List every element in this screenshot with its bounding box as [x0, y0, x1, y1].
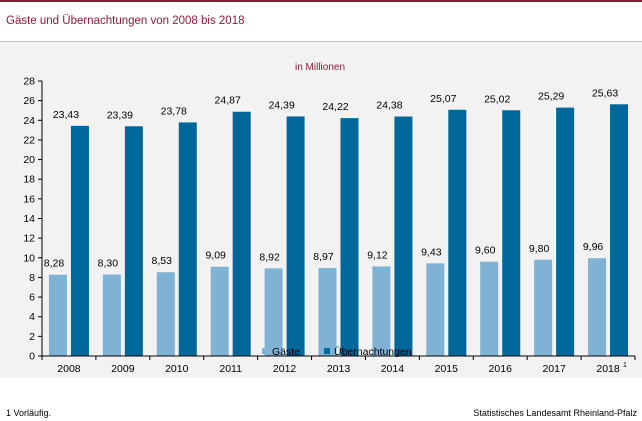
bar-uebernachtungen: [70, 125, 89, 356]
value-label-uebernachtungen: 24,87: [215, 95, 241, 107]
value-label-gaeste: 8,28: [44, 258, 65, 270]
bar-gaeste: [102, 274, 121, 356]
y-tick-label: 12: [23, 233, 35, 245]
bar-uebernachtungen: [556, 107, 575, 356]
bar-uebernachtungen: [502, 110, 521, 357]
y-tick-label: 4: [29, 311, 35, 323]
legend: Gäste Übernachtungen: [262, 346, 412, 358]
legend-item-uebernachtungen-swatch: [324, 348, 330, 354]
x-tick-superscript: 1: [623, 362, 627, 369]
legend-item-gaeste-swatch: [262, 348, 268, 354]
x-tick-label: 2008: [57, 363, 81, 375]
bar-uebernachtungen: [124, 126, 143, 356]
y-tick-label: 16: [23, 193, 35, 205]
value-label-uebernachtungen: 24,22: [322, 101, 348, 113]
value-label-uebernachtungen: 25,02: [484, 93, 510, 105]
y-tick-label: 2: [29, 331, 35, 343]
x-tick-label: 2018: [596, 363, 620, 375]
x-tick-label: 2014: [381, 363, 405, 375]
value-label-uebernachtungen: 25,07: [430, 93, 456, 105]
value-label-uebernachtungen: 24,39: [268, 99, 294, 111]
value-label-gaeste: 9,60: [475, 245, 496, 257]
bar-gaeste: [480, 261, 499, 356]
value-label-gaeste: 9,96: [583, 241, 604, 253]
legend-item-gaeste-label: Gäste: [272, 346, 300, 358]
bar-uebernachtungen: [232, 111, 251, 356]
y-tick-label: 10: [23, 252, 35, 264]
title-divider: [0, 41, 642, 42]
y-tick-label: 14: [23, 213, 35, 225]
value-label-gaeste: 8,53: [152, 255, 173, 267]
bar-gaeste: [534, 259, 553, 356]
bar-uebernachtungen: [610, 104, 629, 356]
bar-uebernachtungen: [178, 122, 197, 356]
top-accent-rule: [0, 0, 642, 2]
x-tick-label: 2009: [111, 363, 135, 375]
y-tick-label: 0: [29, 351, 35, 363]
footnote: 1 Vorläufig.: [6, 408, 52, 418]
bar-gaeste: [588, 258, 607, 356]
y-tick-label: 6: [29, 292, 35, 304]
y-tick-label: 28: [23, 76, 35, 88]
value-labels: 8,28 8,30 8,53 9,09 8,92 8,97 9,12 9,43 9,60 9,80…: [44, 87, 619, 269]
bar-uebernachtungen: [394, 116, 413, 356]
value-label-uebernachtungen: 23,39: [107, 109, 133, 121]
value-label-gaeste: 9,09: [205, 250, 226, 262]
bar-gaeste: [372, 266, 391, 356]
value-label-gaeste: 8,30: [98, 257, 119, 269]
value-label-uebernachtungen: 25,63: [592, 87, 618, 99]
x-tick-label: 2012: [273, 363, 297, 375]
x-tick-label: 2017: [542, 363, 566, 375]
y-tick-label: 24: [23, 115, 35, 127]
chart-title: Gäste und Übernachtungen von 2008 bis 20…: [6, 15, 245, 27]
x-tick-label: 2015: [435, 363, 459, 375]
bar-uebernachtungen: [286, 116, 305, 357]
chart-frame: in Millionen 0 2 4 6 8 10 12 14 16 18 20 22 24 26 28 8…: [0, 42, 642, 378]
value-label-uebernachtungen: 23,43: [53, 109, 79, 121]
bar-gaeste: [318, 267, 337, 356]
bar-gaeste: [210, 266, 229, 356]
value-label-uebernachtungen: 24,38: [376, 100, 402, 112]
bar-uebernachtungen: [448, 109, 467, 356]
bar-gaeste: [264, 268, 283, 356]
value-label-gaeste: 8,92: [259, 251, 280, 263]
value-label-gaeste: 9,12: [367, 249, 388, 261]
bars: [48, 104, 629, 357]
value-label-gaeste: 9,80: [529, 243, 550, 255]
chart-subtitle: in Millionen: [295, 62, 345, 73]
y-tick-label: 22: [23, 134, 35, 146]
bar-gaeste: [48, 274, 67, 356]
value-label-uebernachtungen: 23,78: [161, 105, 187, 117]
bar-uebernachtungen: [340, 118, 359, 356]
y-tick-label: 26: [23, 95, 35, 107]
value-label-gaeste: 9,43: [421, 246, 442, 258]
source-note: Statistisches Landesamt Rheinland-Pfalz: [473, 408, 637, 418]
y-tick-label: 20: [23, 154, 35, 166]
value-label-uebernachtungen: 25,29: [538, 91, 564, 103]
legend-item-uebernachtungen-label: Übernachtungen: [334, 346, 412, 358]
value-label-gaeste: 8,97: [313, 251, 334, 263]
x-tick-label: 2010: [165, 363, 189, 375]
x-axis: 2008 2009 2010 2011 2012 2013 2014 2015 2016 2017…: [41, 355, 636, 375]
y-tick-label: 18: [23, 174, 35, 186]
y-tick-label: 8: [29, 272, 35, 284]
x-tick-label: 2011: [219, 363, 242, 375]
bar-gaeste: [156, 272, 175, 356]
x-tick-label: 2016: [489, 363, 513, 375]
x-tick-label: 2013: [327, 363, 351, 375]
bar-gaeste: [426, 263, 445, 356]
